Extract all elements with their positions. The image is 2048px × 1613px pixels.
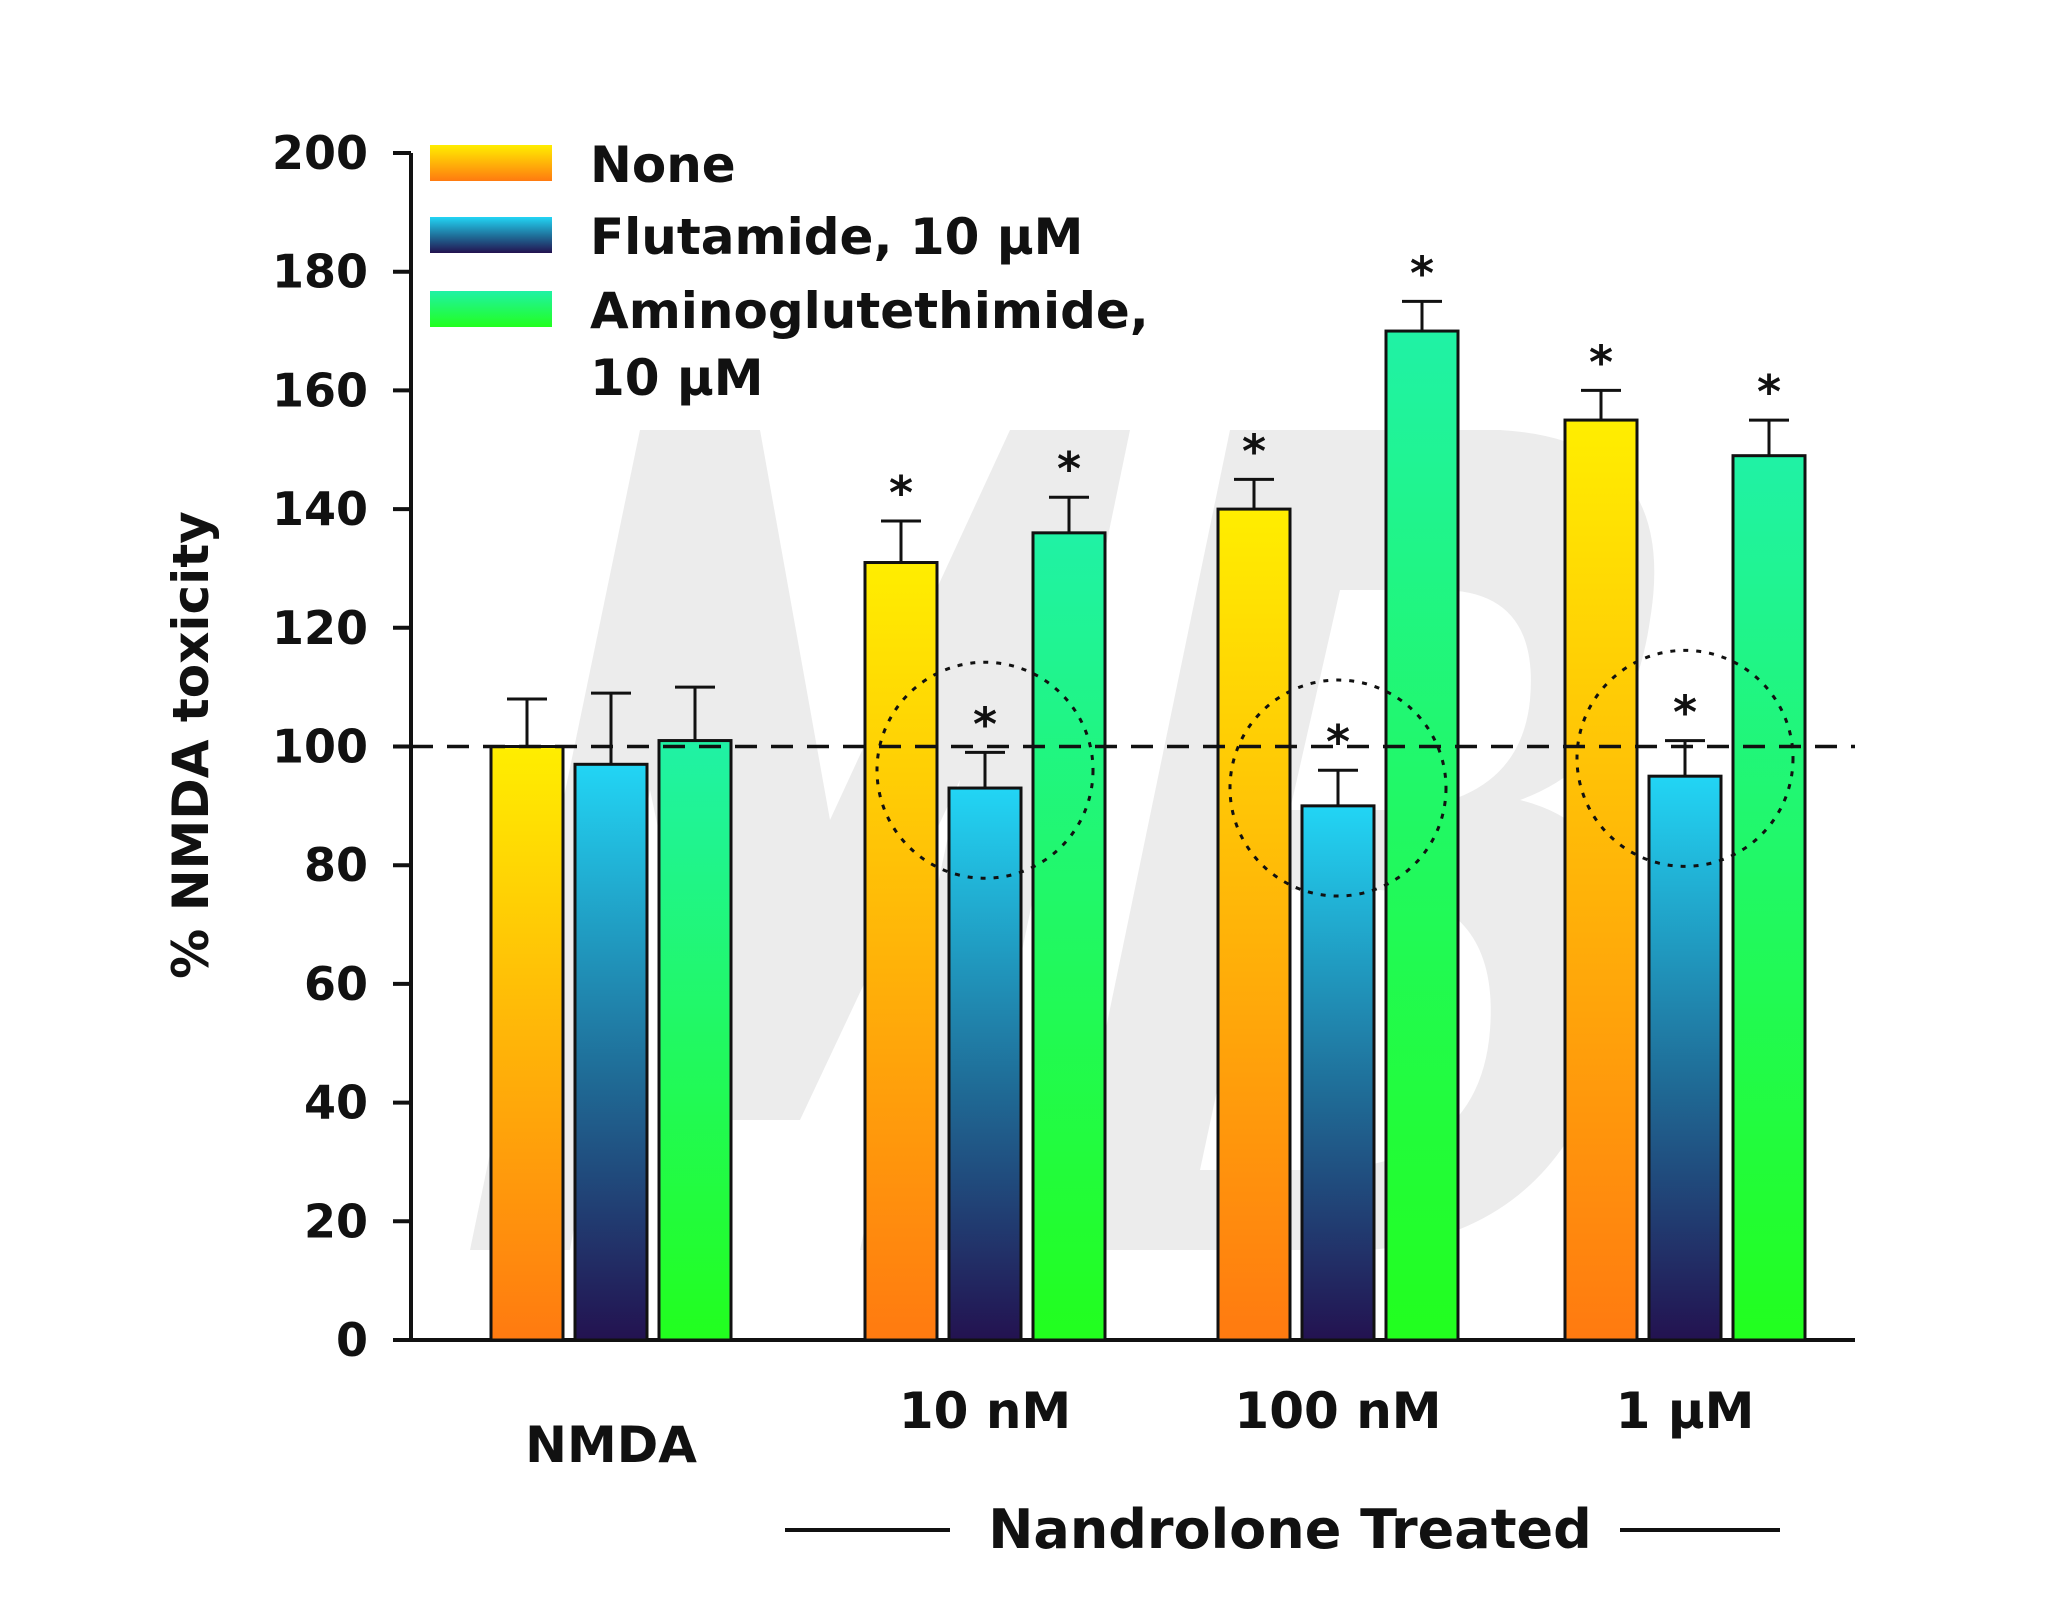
significance-star: * [1757,365,1781,419]
y-tick-label: 200 [272,126,368,180]
bar [1563,418,1639,1342]
error-bars [507,299,1789,806]
bar [863,561,939,1342]
bar [947,786,1023,1342]
legend-label: 10 µM [590,349,764,407]
bar [1300,804,1376,1342]
category-label: 1 µM [1616,1382,1755,1440]
highlight-circles [875,648,1795,898]
legend-label: Aminoglutethimide, [590,282,1149,340]
bar [657,739,733,1342]
y-tick-label: 20 [304,1194,368,1248]
legend-swatch [430,145,552,181]
legend-swatch [430,291,552,327]
category-label: 100 nM [1234,1382,1441,1440]
category-label: 10 nM [899,1382,1071,1440]
significance-star: * [1057,442,1081,496]
significance-star: * [1673,686,1697,740]
y-tick-label: 160 [272,363,368,417]
bar [1031,531,1107,1342]
y-tick-label: 40 [304,1076,368,1130]
highlight-circle [875,660,1095,880]
significance-markers: * * * * * * * * * [889,246,1781,769]
highlight-circle [1228,678,1448,898]
category-label: NMDA [525,1416,697,1474]
y-ticks: 0 20 40 60 80 100 120 140 160 180 200 [272,126,411,1367]
y-tick-label: 100 [272,720,368,774]
y-tick-label: 120 [272,601,368,655]
y-tick-label: 80 [304,838,368,892]
legend-label: None [590,136,736,194]
bar [1731,454,1807,1342]
significance-star: * [1326,715,1350,769]
significance-star: * [973,697,997,751]
bar [573,762,649,1342]
bar [489,745,565,1342]
bar [1647,774,1723,1342]
y-tick-label: 140 [272,482,368,536]
significance-star: * [1242,424,1266,478]
y-tick-label: 0 [336,1313,368,1367]
y-tick-label: 180 [272,245,368,299]
legend: None Flutamide, 10 µM Aminoglutethimide, 10… [430,136,1149,407]
y-axis-label: % NMDA toxicity [162,511,220,979]
category-labels: NMDA 10 nM 100 nM 1 µM [525,1382,1754,1474]
group-bracket: Nandrolone Treated [785,1498,1780,1561]
legend-swatch [430,217,552,253]
group-label: Nandrolone Treated [988,1498,1592,1561]
bar [1384,329,1460,1342]
axes: 0 20 40 60 80 100 120 140 160 180 200 % NMDA toxic… [162,126,1855,1367]
significance-star: * [1589,335,1613,389]
significance-star: * [889,466,913,520]
bar [1216,507,1292,1342]
legend-label: Flutamide, 10 µM [590,208,1083,266]
highlight-circle [1575,648,1795,868]
significance-star: * [1410,246,1434,300]
y-tick-label: 60 [304,957,368,1011]
